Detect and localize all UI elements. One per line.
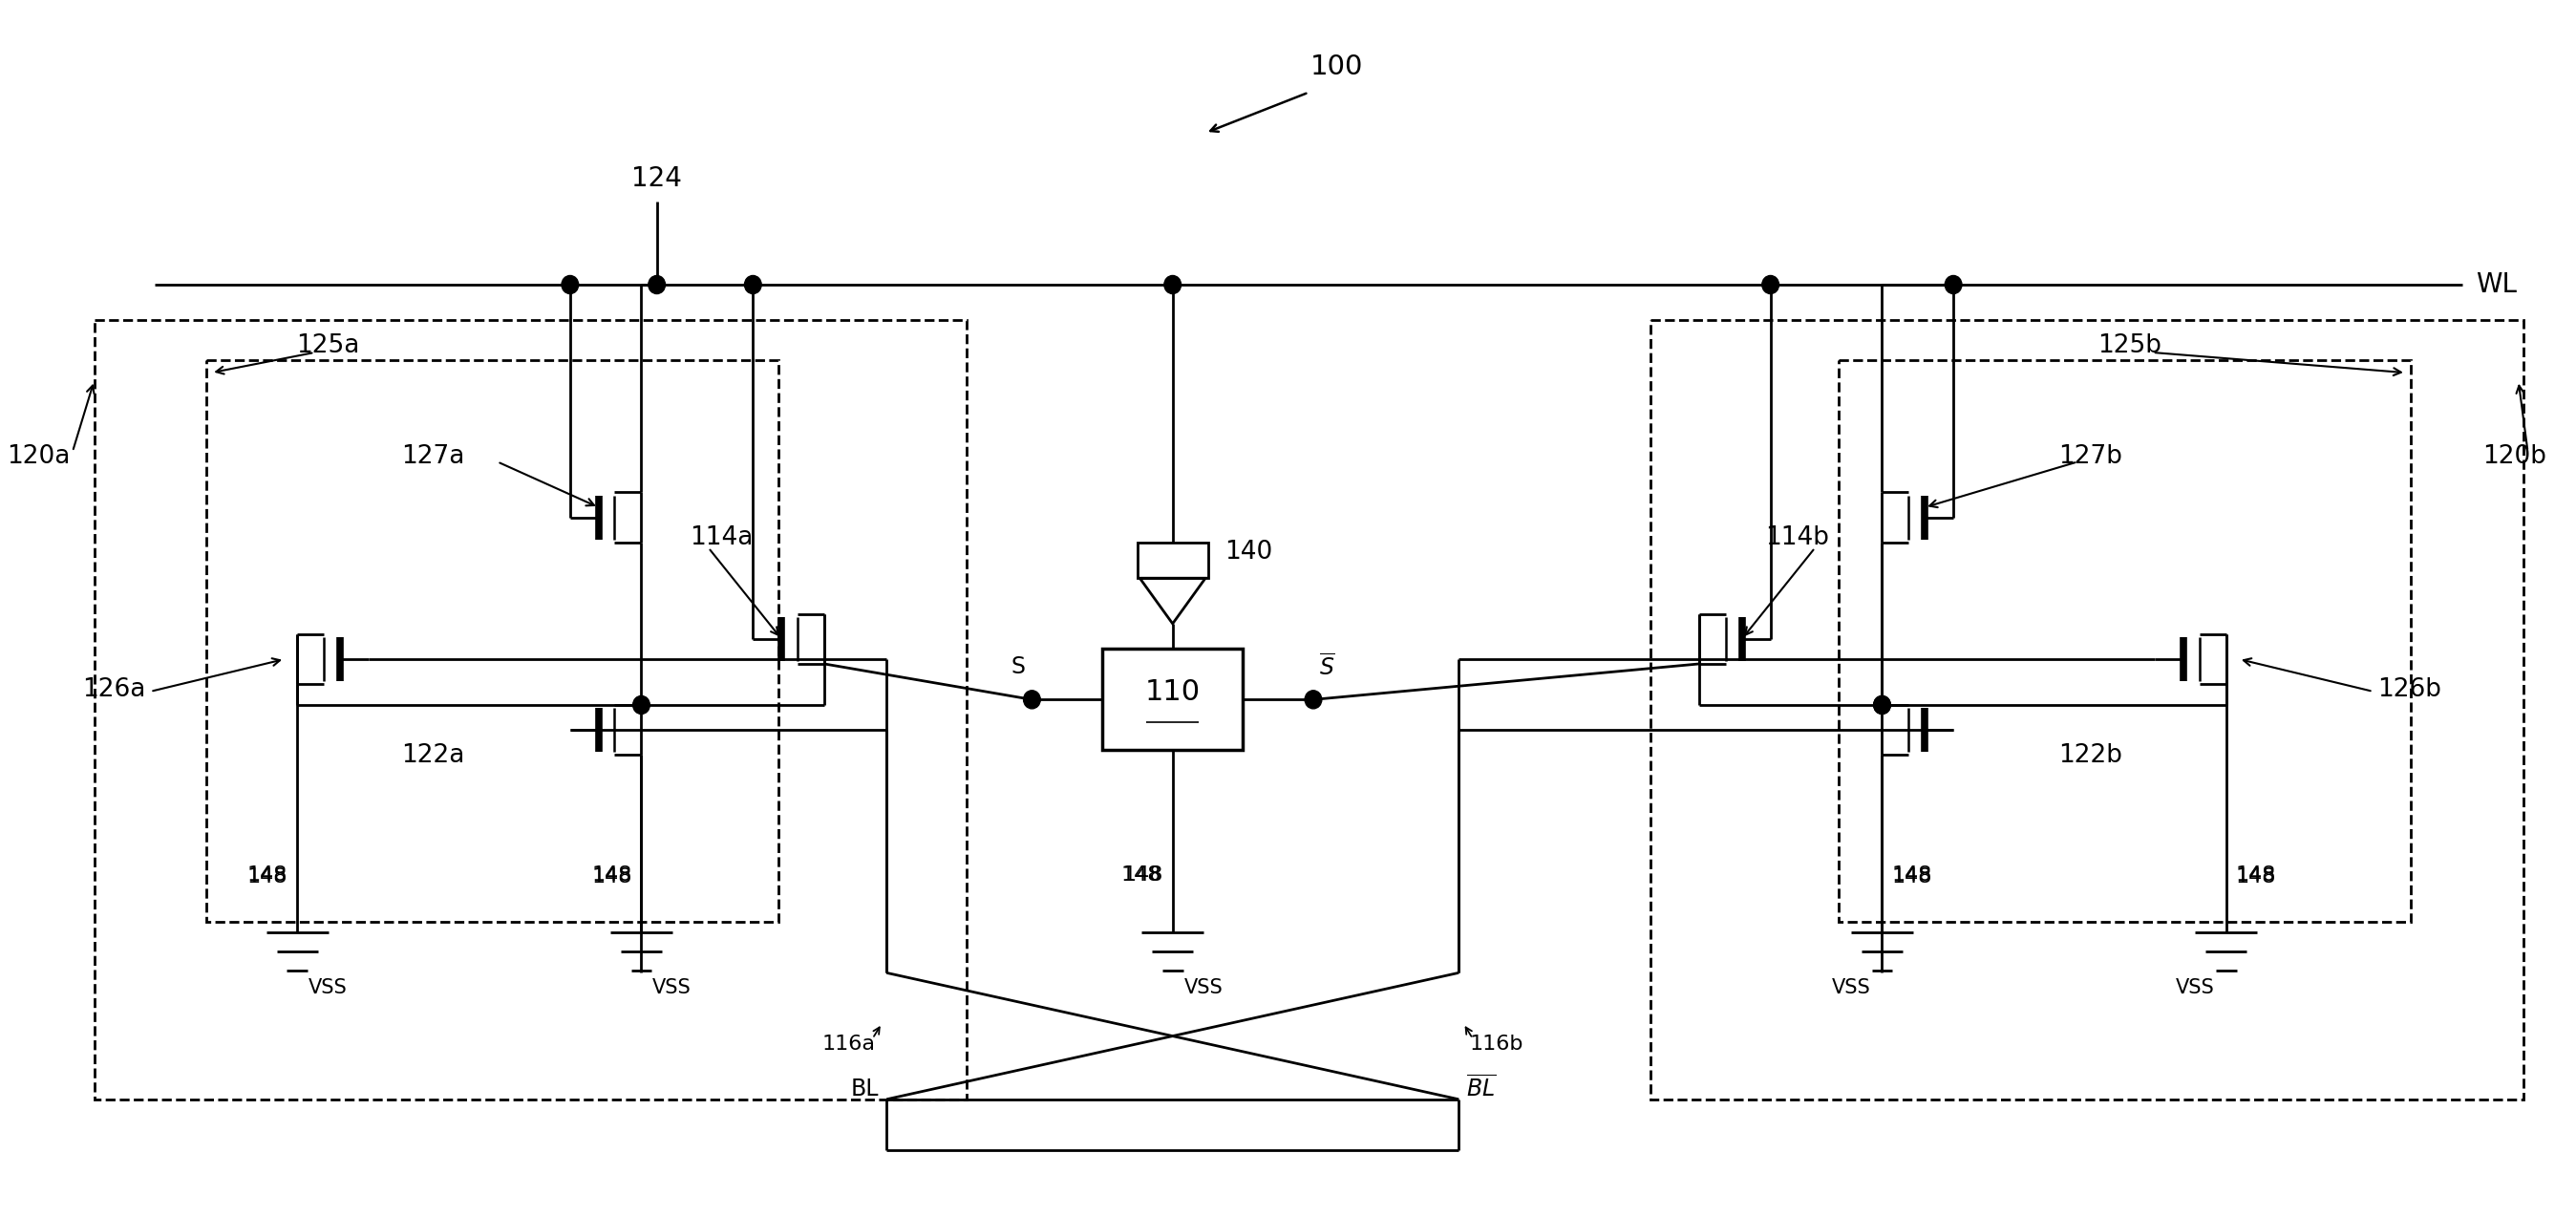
- Circle shape: [744, 275, 762, 293]
- Text: $\overline{S}$: $\overline{S}$: [1319, 655, 1334, 680]
- Text: 124: 124: [631, 166, 683, 192]
- Text: 148: 148: [592, 865, 631, 885]
- Text: 148: 148: [1891, 865, 1932, 885]
- Text: 100: 100: [1311, 54, 1363, 80]
- Circle shape: [1945, 275, 1963, 293]
- Text: BL: BL: [850, 1078, 878, 1100]
- Text: 122a: 122a: [402, 742, 464, 768]
- Circle shape: [1873, 696, 1891, 714]
- Text: 120a: 120a: [8, 444, 70, 469]
- Text: 127a: 127a: [402, 444, 464, 469]
- Text: VSS: VSS: [1185, 978, 1224, 998]
- Text: 114b: 114b: [1765, 526, 1829, 550]
- Bar: [1139, 543, 1208, 578]
- Circle shape: [1762, 275, 1780, 293]
- Text: $\overline{BL}$: $\overline{BL}$: [1466, 1076, 1497, 1103]
- Bar: [1651, 320, 2522, 1099]
- Text: 116a: 116a: [822, 1034, 876, 1053]
- Text: 125b: 125b: [2097, 333, 2161, 358]
- Text: VSS: VSS: [309, 978, 348, 998]
- Text: 126b: 126b: [2378, 677, 2442, 702]
- Text: VSS: VSS: [652, 978, 690, 998]
- Text: 148: 148: [247, 865, 289, 885]
- Text: 114a: 114a: [690, 526, 752, 550]
- Circle shape: [562, 275, 580, 293]
- Text: 126a: 126a: [82, 677, 147, 702]
- Bar: [1103, 649, 1244, 750]
- Text: S: S: [1010, 656, 1025, 679]
- Text: 110: 110: [1144, 679, 1200, 706]
- Text: 148: 148: [1121, 865, 1162, 885]
- Circle shape: [634, 696, 649, 714]
- Text: 148: 148: [1891, 868, 1932, 886]
- Text: 148: 148: [1123, 865, 1164, 885]
- Text: 127b: 127b: [2058, 444, 2123, 469]
- Text: 140: 140: [1224, 540, 1273, 565]
- Circle shape: [1023, 690, 1041, 708]
- Circle shape: [1873, 696, 1891, 714]
- Circle shape: [1164, 275, 1180, 293]
- Bar: [95, 320, 966, 1099]
- Text: 125a: 125a: [296, 333, 358, 358]
- Bar: [1839, 360, 2411, 922]
- Text: 122b: 122b: [2058, 742, 2123, 768]
- Text: 116b: 116b: [1471, 1034, 1525, 1053]
- Text: VSS: VSS: [1832, 978, 1870, 998]
- Bar: [206, 360, 778, 922]
- Text: 148: 148: [592, 868, 631, 886]
- Text: 148: 148: [2236, 868, 2277, 886]
- Text: 148: 148: [247, 868, 289, 886]
- Circle shape: [1306, 690, 1321, 708]
- Text: 120b: 120b: [2483, 444, 2548, 469]
- Text: WL: WL: [2476, 271, 2517, 298]
- Text: 148: 148: [2236, 865, 2277, 885]
- Text: VSS: VSS: [2177, 978, 2215, 998]
- Circle shape: [649, 275, 665, 293]
